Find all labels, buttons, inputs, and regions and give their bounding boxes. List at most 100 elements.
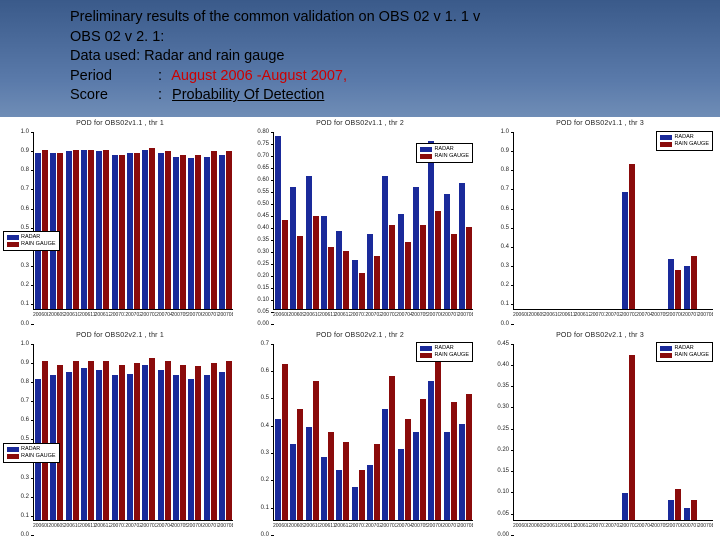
bar-rain-gauge <box>435 211 441 308</box>
bar-group <box>545 344 560 521</box>
bar-group <box>514 344 529 521</box>
bar-rain-gauge <box>328 247 334 309</box>
bar-group <box>34 344 49 521</box>
bar-group <box>80 132 95 309</box>
bar-rain-gauge <box>374 256 380 309</box>
x-tick: 200702 <box>365 523 380 537</box>
bar-rain-gauge <box>119 155 125 309</box>
title-line-2: OBS 02 v 2. 1: <box>70 28 650 48</box>
plot-area <box>513 344 713 522</box>
bar-group <box>529 344 544 521</box>
x-tick: 200706 <box>427 312 442 326</box>
x-tick: 200608 <box>513 312 528 326</box>
legend-swatch <box>660 135 672 140</box>
y-tick: 0.6 <box>261 368 269 374</box>
x-tick: 200703 <box>621 312 636 326</box>
y-tick: 0.9 <box>21 148 29 154</box>
bar-rain-gauge <box>359 273 365 308</box>
bar-rain-gauge <box>675 270 681 309</box>
x-tick: 200610 <box>64 312 79 326</box>
x-tick: 200609 <box>48 523 63 537</box>
data-used-value: Radar and rain gauge <box>144 48 284 64</box>
bar-rain-gauge <box>435 354 441 520</box>
bar-group <box>397 132 412 309</box>
bar-group <box>335 344 350 521</box>
legend-label: RAIN GAUGE <box>434 352 469 359</box>
score-value: Probability Of Detection <box>172 87 324 103</box>
bar-radar <box>188 379 194 520</box>
bar-group <box>335 132 350 309</box>
bar-group <box>606 344 621 521</box>
legend-label: RADAR <box>674 134 693 141</box>
y-tick: 0.3 <box>501 263 509 269</box>
bar-radar <box>112 375 118 520</box>
bar-rain-gauge <box>343 442 349 520</box>
y-tick: 0.55 <box>257 189 269 195</box>
bar-radar <box>112 155 118 309</box>
y-tick: 0.30 <box>497 404 509 410</box>
bar-rain-gauge <box>73 361 79 520</box>
bar-radar <box>158 370 164 520</box>
bar-rain-gauge <box>88 361 94 520</box>
x-tick: 200609 <box>528 312 543 326</box>
bar-rain-gauge <box>629 355 635 520</box>
legend-swatch <box>7 235 19 240</box>
bar-radar <box>290 444 296 520</box>
chart-title: POD for OBS02v1.1 , thr 2 <box>241 120 479 127</box>
y-tick: 0.75 <box>257 141 269 147</box>
x-tick: 200609 <box>528 523 543 537</box>
bar-radar <box>459 424 465 520</box>
bar-rain-gauge <box>297 409 303 520</box>
bar-radar <box>367 234 373 309</box>
x-tick: 200703 <box>141 523 156 537</box>
bar-rain-gauge <box>451 234 457 309</box>
x-tick: 200706 <box>187 523 202 537</box>
y-tick: 0.1 <box>261 505 269 511</box>
y-tick: 0.6 <box>501 206 509 212</box>
bar-radar <box>306 176 312 308</box>
x-tick: 200704 <box>156 312 171 326</box>
bar-radar <box>336 470 342 520</box>
bar-group <box>621 132 636 309</box>
bar-group <box>320 344 335 521</box>
x-tick: 200612 <box>95 523 110 537</box>
bar-radar <box>219 155 225 309</box>
x-tick: 200704 <box>636 523 651 537</box>
x-tick: 200706 <box>187 312 202 326</box>
bar-group <box>575 344 590 521</box>
x-tick: 200611 <box>79 523 94 537</box>
bar-radar <box>66 151 72 308</box>
y-tick: 0.0 <box>501 321 509 327</box>
bar-radar <box>352 487 358 520</box>
x-tick: 200703 <box>141 312 156 326</box>
bar-group <box>366 344 381 521</box>
bar-group <box>65 344 80 521</box>
y-tick: 0.4 <box>501 244 509 250</box>
x-tick: 200707 <box>442 312 457 326</box>
bar-radar <box>275 419 281 520</box>
x-tick: 200708 <box>218 312 233 326</box>
y-tick: 0.45 <box>257 213 269 219</box>
x-axis-ticks: 2006082006092006102006112006122007012007… <box>273 312 473 326</box>
bar-radar <box>142 150 148 309</box>
bar-radar <box>219 372 225 520</box>
bar-rain-gauge <box>343 251 349 308</box>
bar-group <box>652 132 667 309</box>
y-tick: 0.20 <box>497 447 509 453</box>
bar-group <box>187 344 202 521</box>
x-tick: 200611 <box>319 312 334 326</box>
x-tick: 200608 <box>513 523 528 537</box>
bar-group <box>560 344 575 521</box>
bar-group <box>351 132 366 309</box>
bar-radar <box>96 370 102 520</box>
bar-group <box>202 132 217 309</box>
x-axis-ticks: 2006082006092006102006112006122007012007… <box>513 523 713 537</box>
legend-item: RAIN GAUGE <box>660 141 709 148</box>
x-tick: 200707 <box>202 312 217 326</box>
x-tick: 200705 <box>652 312 667 326</box>
bar-radar <box>188 158 194 308</box>
legend-swatch <box>660 353 672 358</box>
bar-rain-gauge <box>389 225 395 309</box>
x-tick: 200707 <box>682 523 697 537</box>
bar-group <box>49 344 64 521</box>
